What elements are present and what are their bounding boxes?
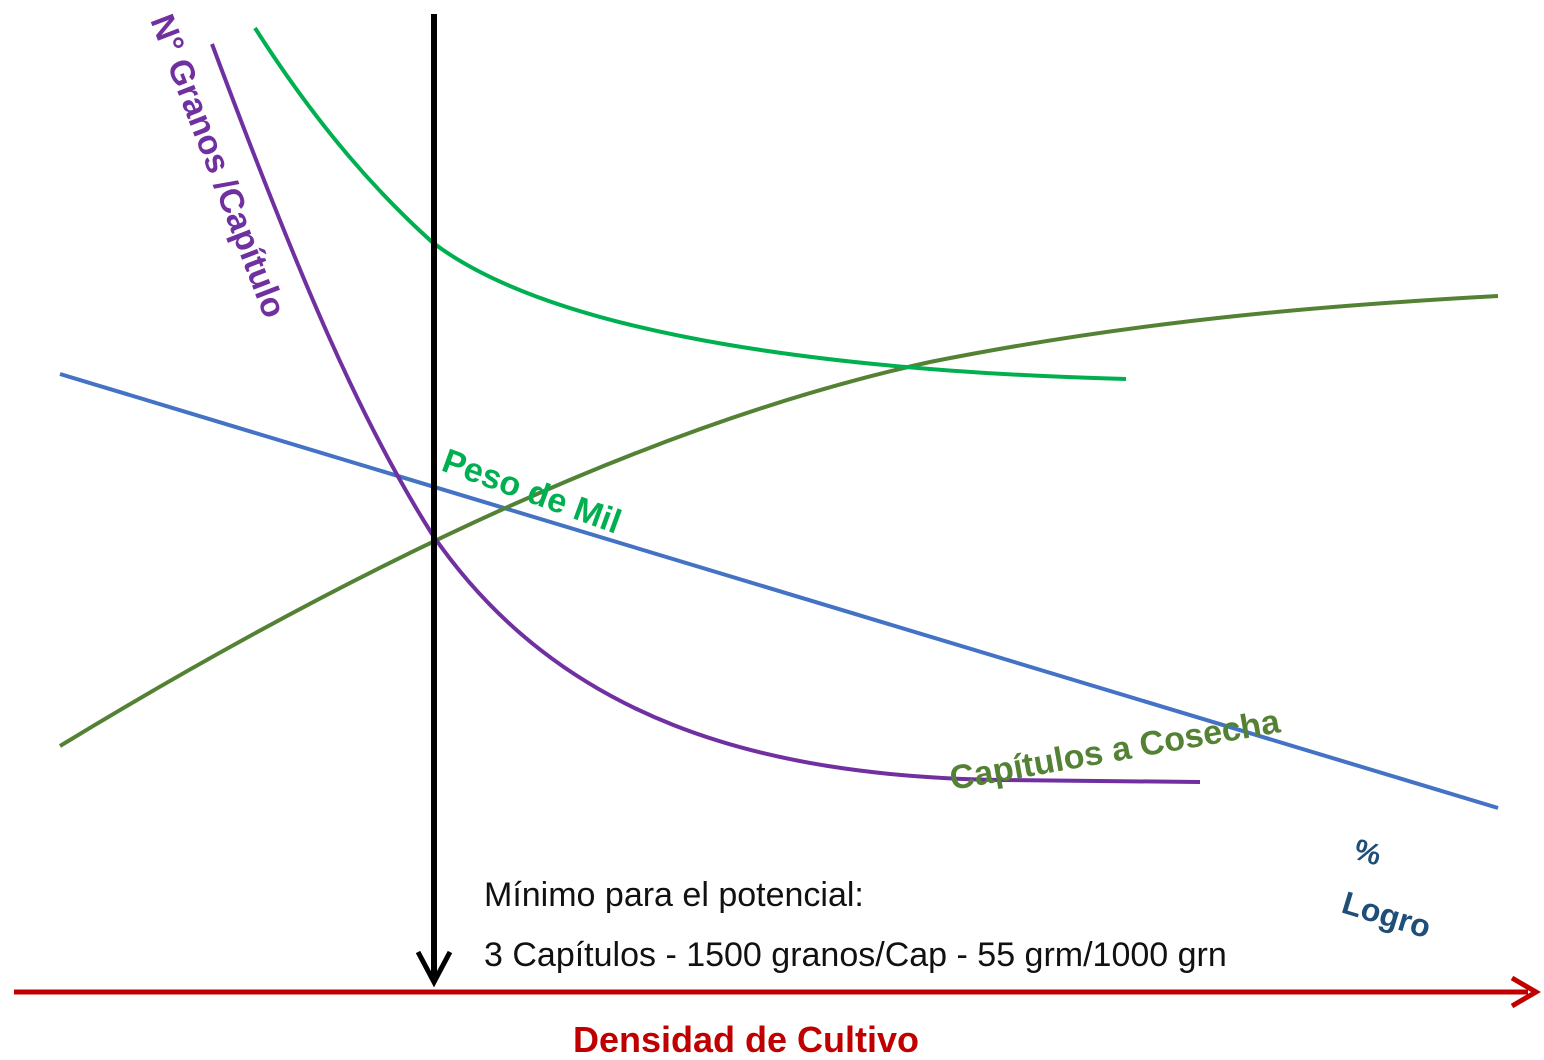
peso-curve: [253, 26, 1127, 381]
note-line-1: Mínimo para el potencial:: [484, 876, 864, 914]
note-line-2: 3 Capítulos - 1500 granos/Cap - 55 grm/1…: [484, 936, 1227, 974]
capitulos-label: Capítulos a Cosecha: [947, 702, 1284, 798]
x-axis-label: Densidad de Cultivo: [573, 1019, 919, 1060]
logro-curve: [59, 372, 1499, 810]
capitulos-curve: [58, 294, 1499, 748]
minimum-marker-arrowhead: [415, 950, 453, 988]
logro-word-label: Logro: [1338, 884, 1435, 945]
logro-percent-label: %: [1350, 833, 1385, 872]
x-axis-arrowhead: [1510, 975, 1541, 1009]
granos-curve: [210, 43, 1201, 784]
